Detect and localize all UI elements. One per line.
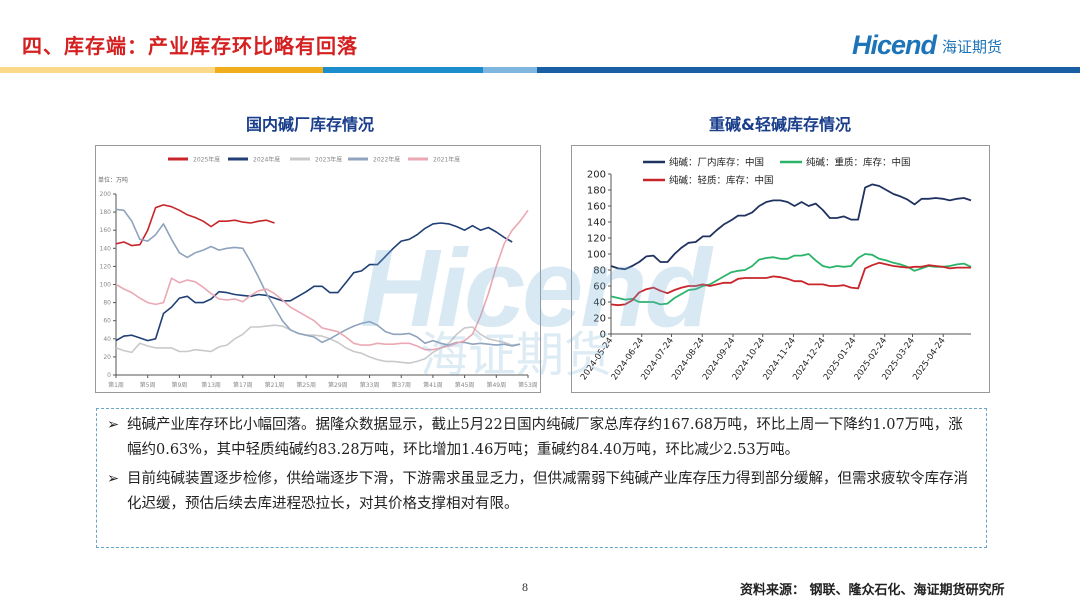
y-tick-label: 80 xyxy=(103,300,111,307)
legend-label: 2025年度 xyxy=(193,156,220,164)
chart-title-right: 重碱&轻碱库存情况 xyxy=(709,115,851,134)
y-tick-label: 40 xyxy=(103,336,111,343)
y-tick-label: 0 xyxy=(107,372,111,379)
page-number: 8 xyxy=(522,580,528,594)
x-tick-label: 第41周 xyxy=(423,381,443,389)
header-bar-4 xyxy=(483,67,537,73)
arrow-bullet-icon: ➢ xyxy=(107,471,120,487)
bullet-paragraph-2: ➢ 目前纯碱装置逐步检修，供给端逐步下滑，下游需求虽显乏力，但供减需弱下纯碱产业库… xyxy=(107,467,972,517)
y-tick-label: 140 xyxy=(587,217,606,228)
x-tick-label: 第9周 xyxy=(171,381,187,389)
y-tick-label: 200 xyxy=(587,169,606,180)
y-tick-label: 20 xyxy=(103,354,111,361)
header-bar-1 xyxy=(0,67,215,73)
header-bar-3 xyxy=(323,67,483,73)
page-title: 四、库存端：产业库存环比略有回落 xyxy=(22,34,358,58)
x-tick-label: 第45周 xyxy=(455,381,475,389)
legend-label: 纯碱：厂内库存：中国 xyxy=(669,157,764,169)
x-tick-label: 2025-04-24 xyxy=(911,336,948,382)
x-tick-label: 第25周 xyxy=(296,381,316,389)
summary-box: ➢ 纯碱产业库存环比小幅回落。据隆众数据显示，截止5月22日国内纯碱厂家总库存约1… xyxy=(96,408,987,548)
x-tick-label: 第1周 xyxy=(108,381,124,389)
series-line-0 xyxy=(610,183,972,271)
x-tick-label: 第21周 xyxy=(265,381,285,389)
series-line-2 xyxy=(115,324,521,364)
x-tick-label: 第17周 xyxy=(233,381,253,389)
series-line-1 xyxy=(115,222,513,342)
header-bar-5 xyxy=(537,67,1080,73)
y-tick-label: 120 xyxy=(587,233,606,244)
chart-left-frame xyxy=(95,145,541,393)
y-tick-label: 40 xyxy=(593,297,606,308)
logo-text: Hicend xyxy=(852,30,937,60)
series-line-3 xyxy=(115,208,521,347)
y-tick-label: 140 xyxy=(100,245,112,252)
y-tick-label: 60 xyxy=(103,318,111,325)
x-tick-label: 第49周 xyxy=(486,381,506,389)
paragraph-text: 目前纯碱装置逐步检修，供给端逐步下滑，下游需求虽显乏力，但供减需弱下纯碱产业库存… xyxy=(127,471,968,512)
x-tick-label: 第29周 xyxy=(328,381,348,389)
arrow-bullet-icon: ➢ xyxy=(107,417,120,433)
x-tick-label: 第13周 xyxy=(201,381,221,389)
legend-label: 2023年度 xyxy=(315,156,342,164)
chart-title-left: 国内碱厂库存情况 xyxy=(245,115,374,134)
unit-label: 单位：万吨 xyxy=(98,176,128,184)
y-tick-label: 160 xyxy=(587,201,606,212)
y-tick-label: 0 xyxy=(600,329,606,340)
y-tick-label: 60 xyxy=(593,281,606,292)
legend-label: 纯碱：轻质：库存：中国 xyxy=(669,175,774,187)
y-tick-label: 100 xyxy=(587,249,606,260)
y-tick-label: 180 xyxy=(587,185,606,196)
series-line-2 xyxy=(610,261,971,307)
legend-label: 2022年度 xyxy=(373,156,400,164)
y-tick-label: 100 xyxy=(100,282,112,289)
y-tick-label: 200 xyxy=(100,191,112,198)
legend-label: 2024年度 xyxy=(253,156,280,164)
series-line-4 xyxy=(115,209,529,351)
legend-label: 2021年度 xyxy=(433,156,460,164)
x-tick-label: 第33周 xyxy=(360,381,380,389)
source-note: 资料来源： 钢联、隆众石化、海证期货研究所 xyxy=(740,583,1005,598)
header-bar-2 xyxy=(215,67,323,73)
hicend-logo: Hicend 海证期货 xyxy=(852,30,1002,61)
x-tick-label: 第53周 xyxy=(518,381,538,389)
legend-label: 纯碱：重质：库存：中国 xyxy=(806,157,911,169)
x-tick-label: 第37周 xyxy=(391,381,411,389)
x-tick-label: 第5周 xyxy=(140,381,156,389)
series-line-1 xyxy=(610,253,972,306)
bullet-paragraph-1: ➢ 纯碱产业库存环比小幅回落。据隆众数据显示，截止5月22日国内纯碱厂家总库存约1… xyxy=(107,413,972,463)
y-tick-label: 160 xyxy=(100,227,112,234)
paragraph-text: 纯碱产业库存环比小幅回落。据隆众数据显示，截止5月22日国内纯碱厂家总库存约16… xyxy=(127,417,963,458)
y-tick-label: 180 xyxy=(100,209,112,216)
y-tick-label: 120 xyxy=(100,263,112,270)
y-tick-label: 20 xyxy=(593,313,606,324)
y-tick-label: 80 xyxy=(593,265,606,276)
logo-cn-text: 海证期货 xyxy=(942,38,1003,56)
